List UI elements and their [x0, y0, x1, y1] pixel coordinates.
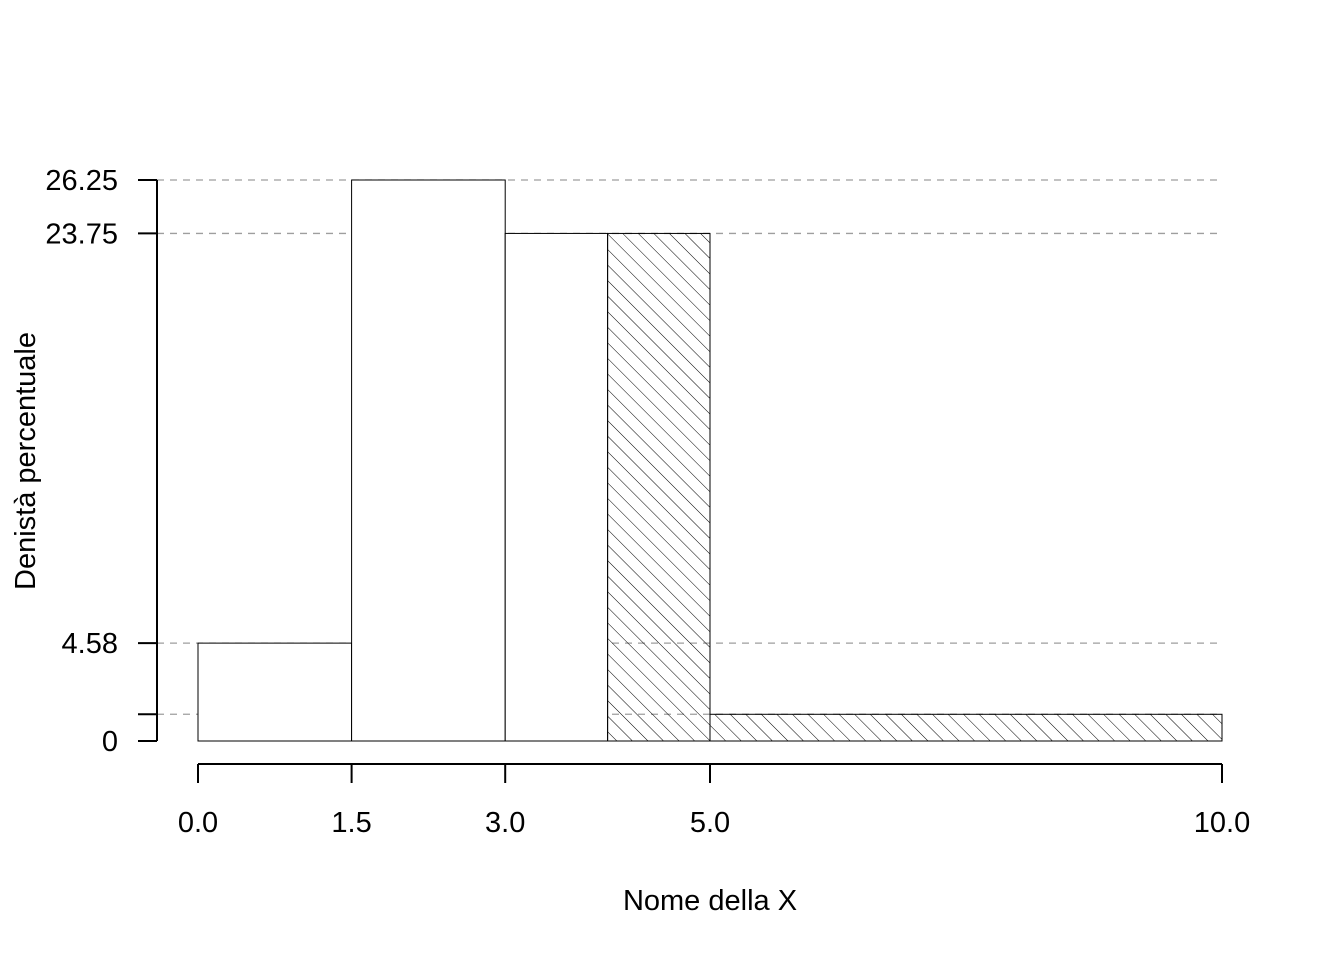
y-axis-title: Denistà percentuale: [10, 332, 42, 590]
y-tick-label: 4.58: [62, 628, 118, 660]
x-tick-label: 1.5: [331, 807, 371, 839]
histogram-bar: [709, 713, 1223, 742]
x-tick-label: 3.0: [485, 807, 525, 839]
x-axis: 0.0 1.5 3.0 5.0 10.0: [178, 763, 1250, 839]
y-tick-label: 26.25: [45, 165, 118, 197]
y-axis: 0 4.58 23.75 26.25: [45, 165, 158, 758]
histogram-bar: [197, 642, 353, 742]
x-tick-label: 0.0: [178, 807, 218, 839]
x-axis-title: Nome della X: [623, 885, 797, 917]
y-tick-label: 0: [102, 726, 118, 758]
histogram-bar: [607, 232, 711, 742]
histogram-bar: [504, 232, 609, 742]
histogram-bars: [197, 179, 1223, 742]
histogram-bar: [351, 179, 506, 742]
x-tick-label: 5.0: [690, 807, 730, 839]
x-tick-label: 10.0: [1194, 807, 1250, 839]
y-tick-label: 23.75: [45, 218, 118, 250]
